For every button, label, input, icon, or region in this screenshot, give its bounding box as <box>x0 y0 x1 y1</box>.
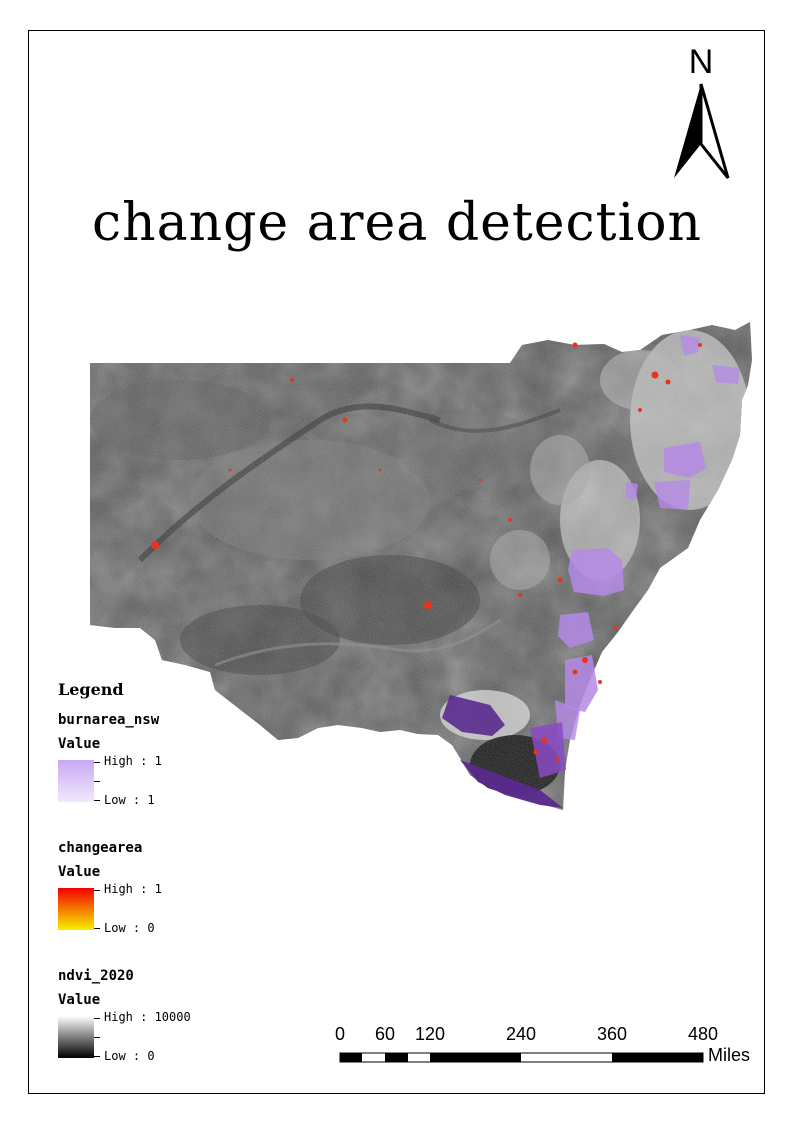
north-label: N <box>688 43 714 81</box>
legend-title: Legend <box>58 680 124 699</box>
scale-label-360: 360 <box>596 1024 628 1044</box>
scale-label-120: 120 <box>414 1024 446 1044</box>
scale-label-60: 60 <box>374 1024 396 1044</box>
legend-tick <box>94 890 100 891</box>
north-arrow: N <box>668 44 734 184</box>
legend-high-burnarea: High : 1 <box>104 754 162 768</box>
legend-tick <box>94 762 100 763</box>
legend-tick <box>94 1056 100 1057</box>
legend-ramp-burnarea <box>58 760 94 802</box>
legend-tick <box>94 1018 100 1019</box>
legend-high-ndvi: High : 10000 <box>104 1010 191 1024</box>
legend-layer-changearea: changearea <box>58 840 143 856</box>
legend-field-changearea: Value <box>58 864 101 880</box>
scale-units: Miles <box>708 1045 751 1065</box>
scale-label-480: 480 <box>687 1024 719 1044</box>
legend-low-burnarea: Low : 1 <box>104 793 155 807</box>
changearea-layer <box>151 342 702 762</box>
legend-tick <box>94 800 100 801</box>
legend-low-changearea: Low : 0 <box>104 921 155 935</box>
legend-ramp-ndvi <box>58 1016 94 1058</box>
map-title: change area detection <box>91 193 703 253</box>
legend-layer-burnarea: burnarea_nsw <box>58 712 160 728</box>
legend-ramp-changearea <box>58 888 94 930</box>
map-frame <box>28 30 765 1094</box>
north-arrow-icon <box>674 83 730 179</box>
burnarea-nsw-layer <box>442 335 740 808</box>
legend-tick <box>94 1037 100 1038</box>
legend-layer-ndvi: ndvi_2020 <box>58 968 134 984</box>
scale-label-240: 240 <box>505 1024 537 1044</box>
legend-tick <box>94 928 100 929</box>
legend-high-changearea: High : 1 <box>104 882 162 896</box>
scale-label-0: 0 <box>334 1024 346 1044</box>
legend-low-ndvi: Low : 0 <box>104 1049 155 1063</box>
legend-field-ndvi: Value <box>58 992 101 1008</box>
legend-field-burnarea: Value <box>58 736 101 752</box>
legend-tick <box>94 781 100 782</box>
